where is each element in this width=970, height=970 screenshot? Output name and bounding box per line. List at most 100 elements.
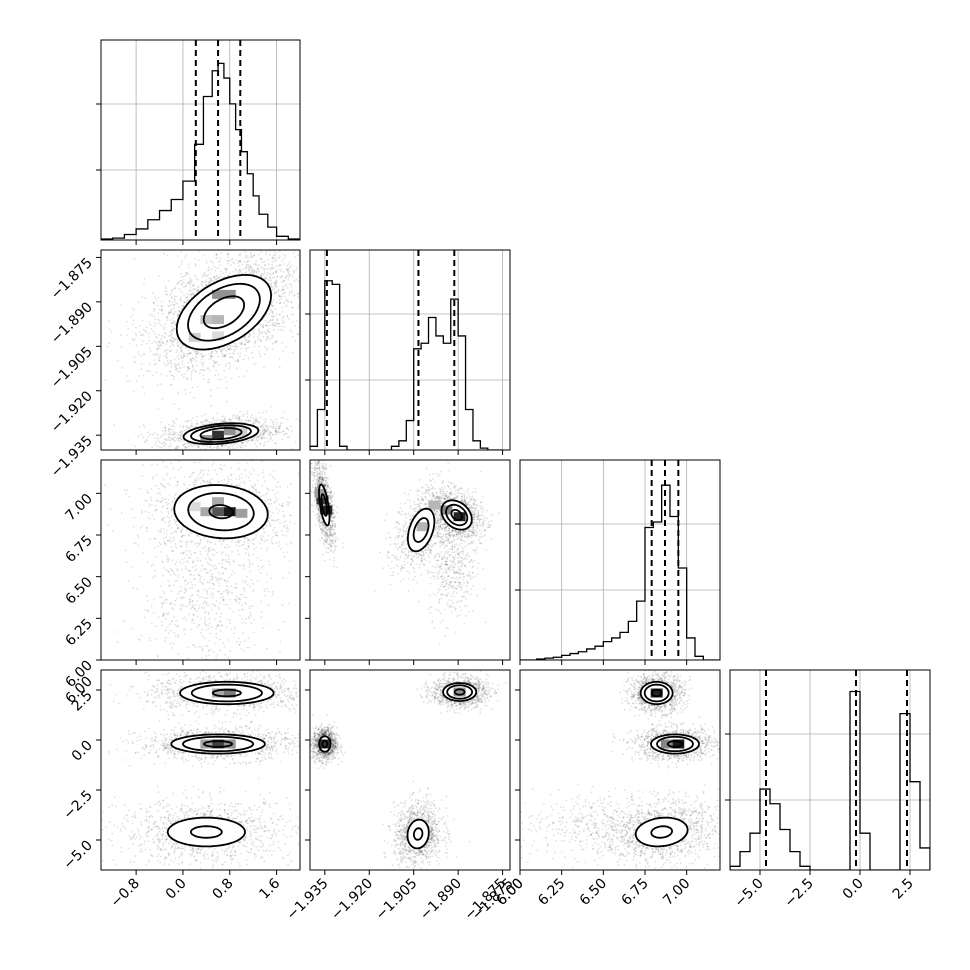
sample-point — [164, 426, 166, 429]
sample-point — [149, 538, 151, 540]
sample-point — [246, 261, 249, 263]
sample-point — [165, 501, 167, 504]
sample-point — [218, 378, 221, 381]
sample-point — [182, 356, 185, 359]
sample-point — [266, 430, 269, 432]
sample-point — [229, 264, 232, 266]
sample-point — [139, 526, 142, 529]
sample-point — [216, 253, 219, 256]
sample-point — [177, 528, 179, 530]
sample-point — [167, 511, 170, 513]
sample-point — [283, 292, 285, 295]
sample-point — [146, 435, 149, 438]
sample-point — [266, 233, 268, 235]
sample-point — [182, 305, 185, 307]
sample-point — [151, 446, 154, 448]
sample-point — [187, 426, 190, 429]
sample-point — [269, 319, 272, 321]
sample-point — [178, 310, 181, 313]
sample-point — [222, 276, 225, 279]
sample-point — [161, 442, 164, 445]
sample-point — [246, 548, 249, 551]
sample-point — [262, 425, 265, 428]
sample-point — [172, 431, 175, 434]
sample-point — [115, 454, 117, 456]
sample-point — [165, 356, 168, 359]
sample-point — [192, 369, 194, 371]
sample-point — [134, 361, 136, 364]
sample-point — [286, 287, 289, 289]
sample-point — [196, 534, 199, 537]
sample-point — [137, 544, 139, 547]
sample-point — [196, 545, 199, 548]
sample-point — [292, 313, 295, 315]
sample-point — [246, 256, 248, 259]
sample-point — [192, 285, 194, 287]
sample-point — [240, 419, 243, 422]
sample-point — [238, 475, 241, 478]
sample-point — [247, 419, 250, 422]
sample-point — [279, 264, 282, 266]
sample-point — [247, 545, 250, 547]
sample-point — [255, 439, 257, 441]
sample-point — [155, 441, 158, 443]
sample-point — [231, 356, 234, 359]
sample-point — [271, 319, 274, 322]
sample-point — [202, 244, 204, 246]
sample-point — [205, 283, 208, 286]
sample-point — [169, 438, 172, 441]
sample-point — [204, 369, 207, 371]
sample-point — [259, 275, 262, 278]
sample-point — [192, 485, 195, 488]
sample-point — [194, 257, 197, 260]
sample-point — [255, 490, 258, 493]
sample-point — [291, 306, 293, 309]
sample-point — [229, 362, 231, 365]
sample-point — [271, 489, 274, 492]
sample-point — [303, 302, 305, 304]
sample-point — [207, 367, 209, 370]
sample-point — [265, 426, 268, 429]
sample-point — [271, 334, 274, 337]
sample-point — [260, 331, 262, 334]
sample-point — [274, 493, 276, 495]
sample-point — [200, 282, 203, 285]
sample-point — [323, 279, 325, 281]
sample-point — [192, 284, 195, 287]
sample-point — [211, 422, 213, 424]
sample-point — [174, 522, 177, 525]
sample-point — [275, 534, 278, 537]
sample-point — [221, 445, 224, 448]
sample-point — [210, 352, 213, 355]
sample-point — [271, 324, 274, 327]
sample-point — [254, 341, 256, 344]
sample-point — [120, 346, 123, 348]
sample-point — [259, 250, 262, 252]
sample-point — [277, 481, 279, 483]
sample-point — [243, 375, 246, 377]
sample-point — [141, 457, 143, 459]
sample-point — [268, 250, 271, 253]
sample-point — [247, 341, 250, 344]
sample-point — [155, 336, 158, 339]
sample-point — [281, 311, 284, 313]
sample-point — [295, 418, 298, 420]
sample-point — [283, 555, 286, 558]
sample-point — [183, 373, 186, 375]
sample-point — [156, 437, 159, 439]
sample-point — [215, 274, 218, 277]
sample-point — [182, 534, 184, 537]
sample-point — [181, 260, 184, 262]
sample-point — [207, 367, 209, 370]
sample-point — [244, 271, 247, 274]
sample-point — [268, 313, 271, 316]
sample-point — [273, 291, 276, 294]
sample-point — [192, 349, 195, 351]
sample-point — [272, 519, 274, 522]
sample-point — [245, 441, 248, 444]
sample-point — [160, 421, 162, 424]
sample-point — [125, 492, 128, 495]
sample-point — [316, 285, 318, 287]
sample-point — [201, 363, 204, 365]
sample-point — [163, 528, 166, 530]
